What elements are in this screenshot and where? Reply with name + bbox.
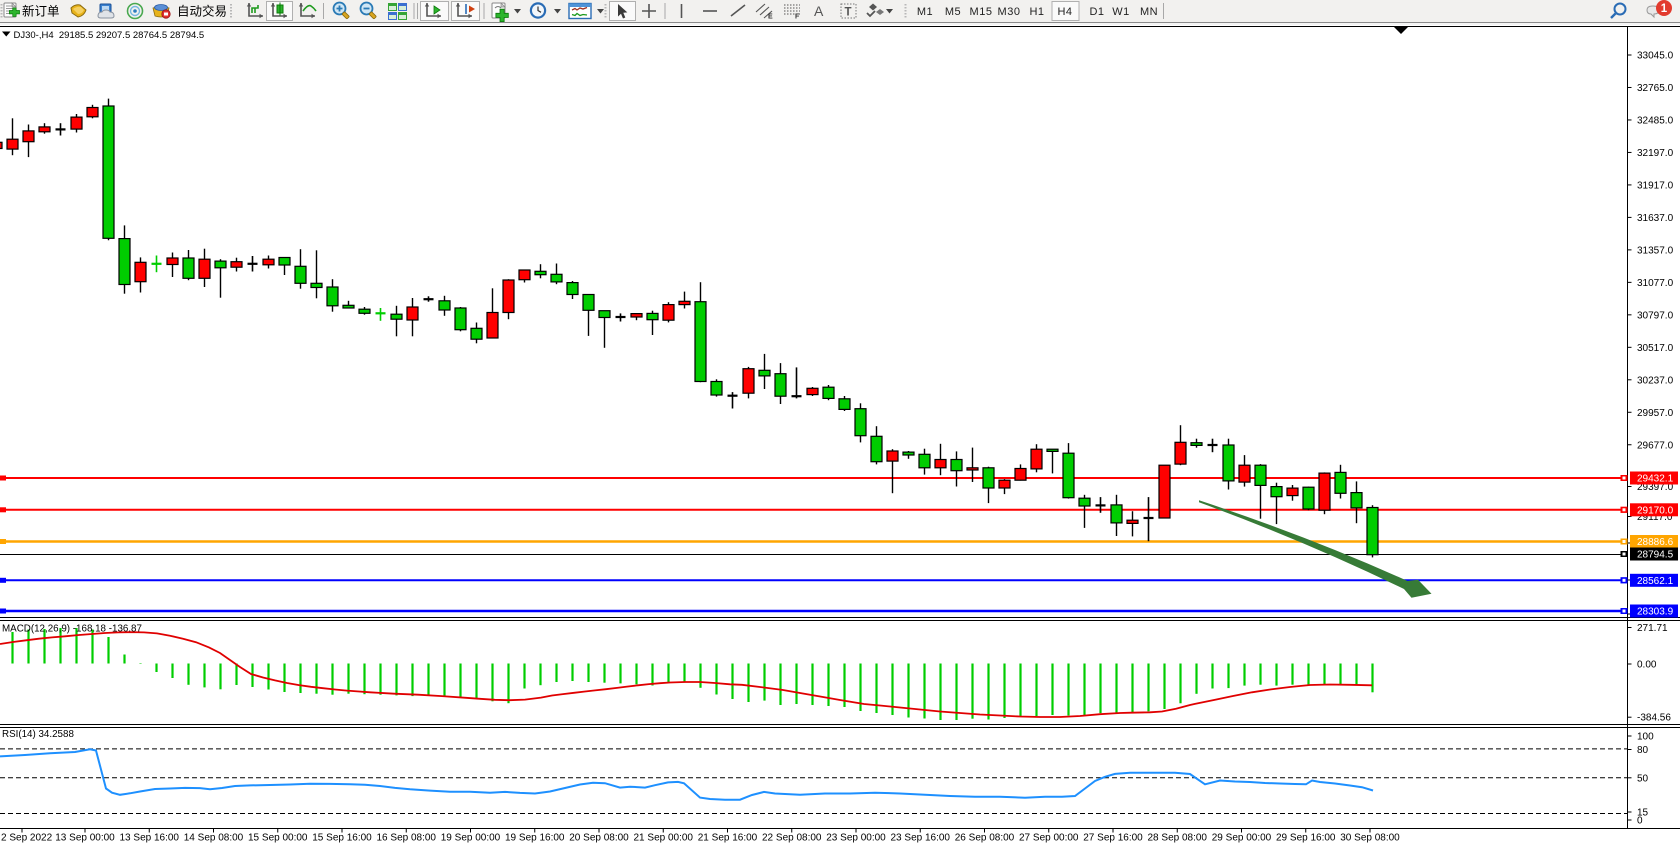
svg-text:14 Sep 08:00: 14 Sep 08:00: [184, 833, 244, 844]
svg-text:29 Sep 00:00: 29 Sep 00:00: [1212, 833, 1272, 844]
svg-text:30237.0: 30237.0: [1637, 375, 1674, 386]
svg-text:RSI(14) 34.2588: RSI(14) 34.2588: [2, 729, 74, 740]
svg-text:31917.0: 31917.0: [1637, 180, 1674, 191]
svg-text:29677.0: 29677.0: [1637, 440, 1674, 451]
svg-text:31637.0: 31637.0: [1637, 213, 1674, 224]
svg-text:H4: H4: [1057, 6, 1072, 18]
svg-text:29 Sep 16:00: 29 Sep 16:00: [1276, 833, 1336, 844]
svg-text:16 Sep 08:00: 16 Sep 08:00: [377, 833, 437, 844]
svg-text:30 Sep 08:00: 30 Sep 08:00: [1340, 833, 1400, 844]
svg-text:15 Sep 16:00: 15 Sep 16:00: [312, 833, 372, 844]
svg-text:23 Sep 16:00: 23 Sep 16:00: [891, 833, 951, 844]
svg-text:271.71: 271.71: [1637, 623, 1668, 634]
svg-text:31077.0: 31077.0: [1637, 278, 1674, 289]
svg-text:-384.56: -384.56: [1637, 713, 1671, 724]
svg-text:50: 50: [1637, 773, 1649, 784]
svg-text:M5: M5: [945, 6, 961, 18]
svg-text:100: 100: [1637, 732, 1654, 743]
svg-text:新订单: 新订单: [22, 4, 60, 19]
svg-text:M15: M15: [970, 6, 993, 18]
svg-text:D1: D1: [1089, 6, 1104, 18]
svg-text:E: E: [768, 14, 773, 21]
svg-text:T: T: [845, 7, 852, 19]
svg-text:H1: H1: [1029, 6, 1044, 18]
svg-text:32485.0: 32485.0: [1637, 115, 1674, 126]
svg-text:M30: M30: [998, 6, 1021, 18]
svg-text:0: 0: [1637, 816, 1643, 827]
svg-text:28562.1: 28562.1: [1637, 576, 1674, 587]
svg-text:M1: M1: [917, 6, 933, 18]
svg-text:15: 15: [1637, 808, 1649, 819]
svg-text:13 Sep 00:00: 13 Sep 00:00: [55, 833, 115, 844]
svg-text:28 Sep 08:00: 28 Sep 08:00: [1148, 833, 1208, 844]
svg-text:32765.0: 32765.0: [1637, 83, 1674, 94]
svg-text:F: F: [795, 14, 800, 21]
svg-text:DJ30-,H4 29185.5 29207.5 2876: DJ30-,H4 29185.5 29207.5 28764.5 28794.5: [14, 30, 205, 41]
svg-text:19 Sep 00:00: 19 Sep 00:00: [441, 833, 501, 844]
svg-text:23 Sep 00:00: 23 Sep 00:00: [826, 833, 886, 844]
svg-text:21 Sep 16:00: 21 Sep 16:00: [698, 833, 758, 844]
svg-text:29397.0: 29397.0: [1637, 482, 1674, 493]
svg-text:28886.6: 28886.6: [1637, 537, 1674, 548]
svg-text:80: 80: [1637, 745, 1649, 756]
svg-text:29170.0: 29170.0: [1637, 505, 1674, 516]
svg-text:W1: W1: [1112, 6, 1130, 18]
svg-text:27 Sep 16:00: 27 Sep 16:00: [1083, 833, 1143, 844]
svg-text:MACD(12,26,9) -168.18 -136.87: MACD(12,26,9) -168.18 -136.87: [2, 624, 142, 635]
svg-text:28794.5: 28794.5: [1637, 550, 1674, 561]
svg-text:30517.0: 30517.0: [1637, 343, 1674, 354]
svg-text:2 Sep 2022: 2 Sep 2022: [1, 833, 53, 844]
svg-text:21 Sep 00:00: 21 Sep 00:00: [634, 833, 694, 844]
svg-text:30797.0: 30797.0: [1637, 310, 1674, 321]
svg-text:26 Sep 08:00: 26 Sep 08:00: [955, 833, 1015, 844]
svg-text:22 Sep 08:00: 22 Sep 08:00: [762, 833, 822, 844]
svg-text:1: 1: [1661, 3, 1668, 15]
svg-text:A: A: [814, 3, 824, 19]
svg-text:自动交易: 自动交易: [177, 4, 227, 19]
svg-text:32197.0: 32197.0: [1637, 148, 1674, 159]
svg-text:0.00: 0.00: [1637, 660, 1657, 671]
svg-text:28303.9: 28303.9: [1637, 607, 1674, 618]
svg-text:20 Sep 08:00: 20 Sep 08:00: [569, 833, 629, 844]
svg-text:33045.0: 33045.0: [1637, 51, 1674, 62]
svg-text:29957.0: 29957.0: [1637, 408, 1674, 419]
svg-text:15 Sep 00:00: 15 Sep 00:00: [248, 833, 308, 844]
svg-text:31357.0: 31357.0: [1637, 245, 1674, 256]
svg-text:29117.0: 29117.0: [1637, 512, 1673, 523]
svg-text:29432.1: 29432.1: [1637, 474, 1674, 485]
svg-text:19 Sep 16:00: 19 Sep 16:00: [505, 833, 565, 844]
svg-text:MN: MN: [1140, 6, 1158, 18]
svg-text:27 Sep 00:00: 27 Sep 00:00: [1019, 833, 1079, 844]
svg-text:13 Sep 16:00: 13 Sep 16:00: [120, 833, 180, 844]
